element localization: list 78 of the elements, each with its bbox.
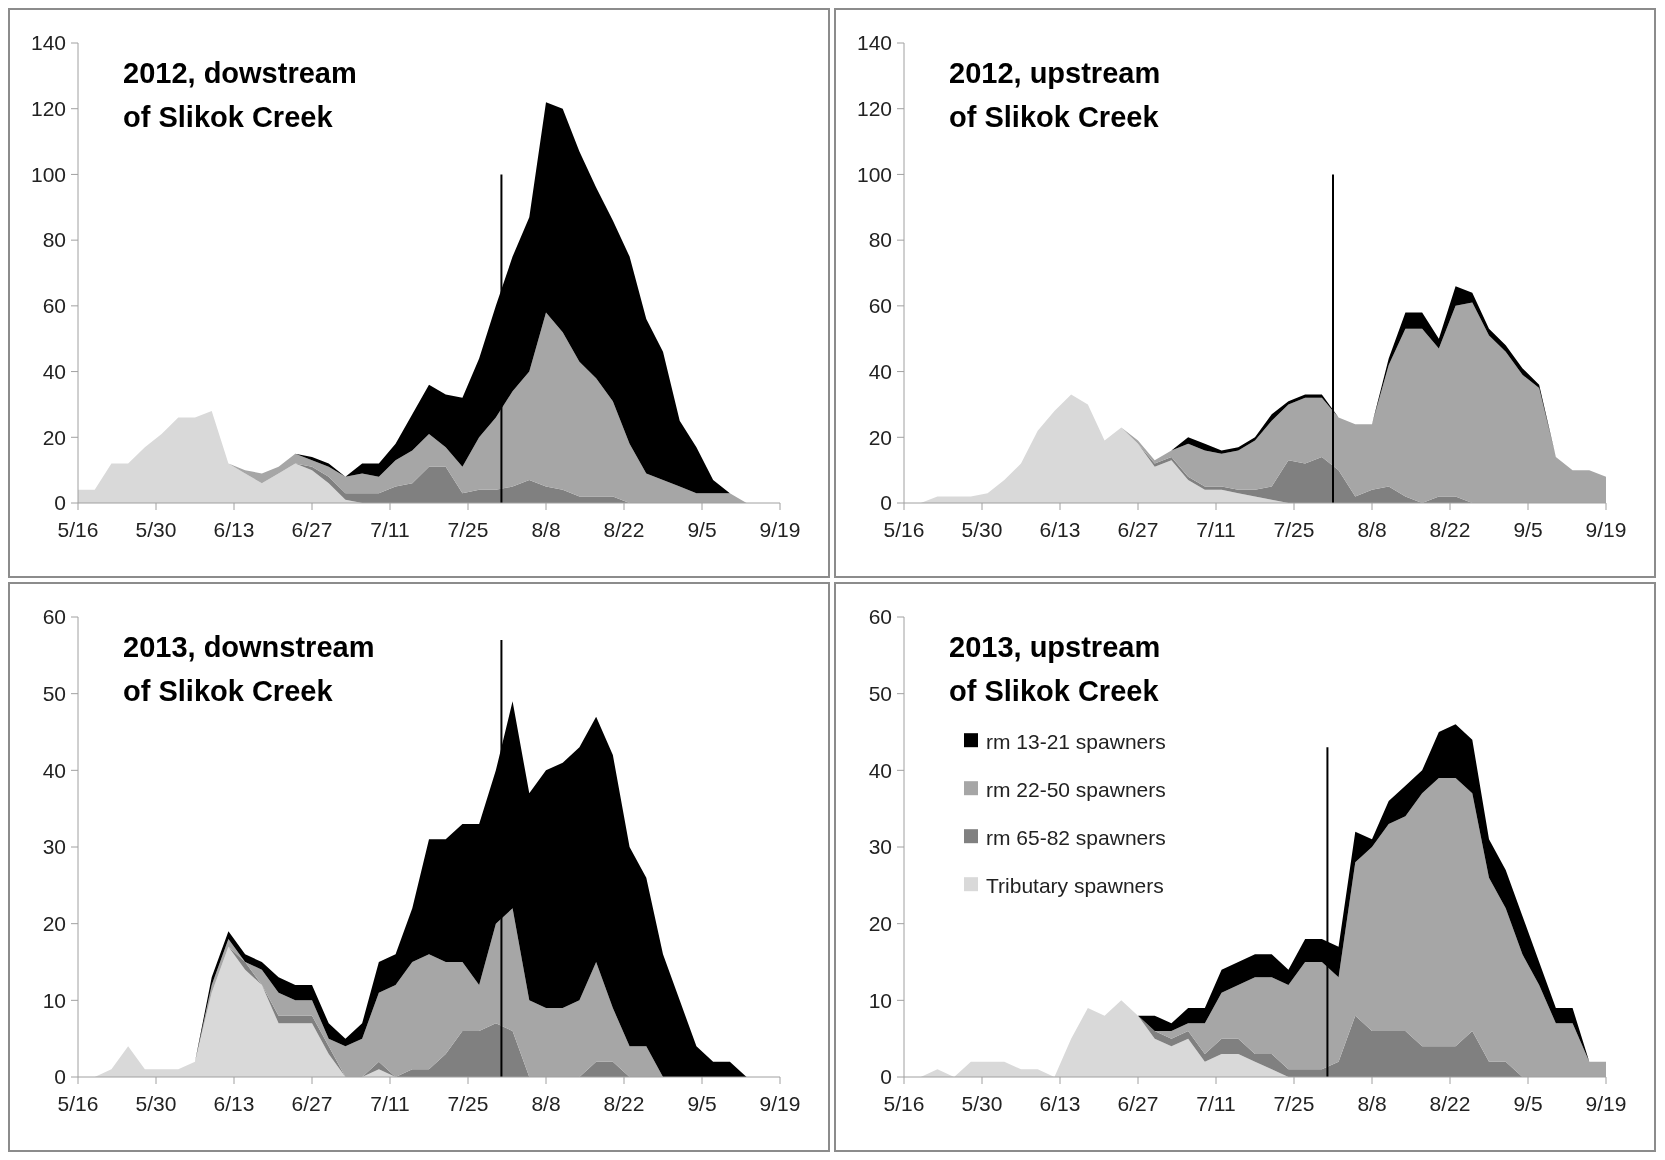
y-tick-label: 80 bbox=[868, 228, 892, 252]
text: 2013, upstream of Slikok Creek bbox=[949, 631, 1161, 707]
x-tick-label: 9/19 bbox=[1585, 518, 1627, 541]
y-tick-label: 30 bbox=[868, 835, 892, 859]
y-tick-label: 10 bbox=[42, 988, 66, 1012]
y-tick-label: 0 bbox=[880, 491, 892, 515]
x-tick-label: 8/22 bbox=[603, 518, 645, 541]
x-tick-label: 7/25 bbox=[447, 518, 489, 541]
y-tick-label: 100 bbox=[30, 162, 66, 186]
y-tick-label: 140 bbox=[856, 31, 892, 55]
y-tick-label: 30 bbox=[42, 835, 66, 859]
x-tick-label: 8/8 bbox=[1357, 518, 1387, 541]
x-tick-label: 5/30 bbox=[135, 1092, 177, 1115]
y-tick-label: 20 bbox=[42, 425, 66, 449]
text: 2012, upstream of Slikok Creek bbox=[949, 57, 1161, 133]
y-tick-label: 20 bbox=[42, 912, 66, 936]
y-tick-label: 20 bbox=[868, 425, 892, 449]
x-tick-label: 7/11 bbox=[370, 518, 410, 541]
x-tick-label: 9/19 bbox=[1585, 1092, 1627, 1115]
x-tick-label: 5/16 bbox=[57, 1092, 99, 1115]
y-tick-label: 40 bbox=[42, 758, 66, 782]
y-tick-label: 60 bbox=[868, 605, 892, 629]
y-tick-label: 0 bbox=[54, 491, 66, 515]
x-tick-label: 8/8 bbox=[531, 518, 561, 541]
x-tick-label: 6/27 bbox=[1117, 1092, 1159, 1115]
x-tick-label: 6/27 bbox=[291, 1092, 333, 1115]
x-tick-label: 5/16 bbox=[883, 1092, 925, 1115]
x-tick-label: 6/27 bbox=[1117, 518, 1159, 541]
y-tick-label: 60 bbox=[42, 294, 66, 318]
y-tick-label: 140 bbox=[30, 31, 66, 55]
x-tick-label: 9/5 bbox=[1513, 1092, 1543, 1115]
y-tick-label: 40 bbox=[42, 359, 66, 383]
y-tick-label: 50 bbox=[868, 682, 892, 706]
y-tick-label: 60 bbox=[42, 605, 66, 629]
x-tick-label: 7/25 bbox=[1273, 518, 1315, 541]
y-tick-label: 120 bbox=[30, 97, 66, 121]
y-tick-label: 100 bbox=[856, 162, 892, 186]
x-tick-label: 9/5 bbox=[1513, 518, 1543, 541]
text: 2013, downstream of Slikok Creek bbox=[123, 631, 375, 707]
y-tick-label: 0 bbox=[54, 1065, 66, 1089]
legend-label: rm 22-50 spawners bbox=[986, 777, 1166, 801]
legend-label: rm 13-21 spawners bbox=[986, 729, 1166, 753]
y-tick-label: 60 bbox=[868, 294, 892, 318]
x-tick-label: 9/19 bbox=[759, 518, 801, 541]
x-tick-label: 6/13 bbox=[1039, 1092, 1081, 1115]
y-tick-label: 20 bbox=[868, 912, 892, 936]
y-tick-label: 40 bbox=[868, 758, 892, 782]
text: 2012, dowstream of Slikok Creek bbox=[123, 57, 357, 133]
y-tick-label: 50 bbox=[42, 682, 66, 706]
legend-label: rm 65-82 spawners bbox=[986, 825, 1166, 849]
x-tick-label: 8/22 bbox=[1429, 1092, 1471, 1115]
x-tick-label: 7/25 bbox=[1273, 1092, 1315, 1115]
x-tick-label: 9/5 bbox=[687, 1092, 717, 1115]
y-tick-label: 0 bbox=[880, 1065, 892, 1089]
y-tick-label: 40 bbox=[868, 359, 892, 383]
x-tick-label: 8/8 bbox=[1357, 1092, 1387, 1115]
x-tick-label: 5/30 bbox=[961, 1092, 1003, 1115]
x-tick-label: 6/13 bbox=[1039, 518, 1081, 541]
x-tick-label: 7/11 bbox=[370, 1092, 410, 1115]
y-tick-label: 10 bbox=[868, 988, 892, 1012]
x-tick-label: 8/22 bbox=[1429, 518, 1471, 541]
y-tick-label: 80 bbox=[42, 228, 66, 252]
x-tick-label: 5/16 bbox=[883, 518, 925, 541]
x-tick-label: 8/22 bbox=[603, 1092, 645, 1115]
x-tick-label: 7/11 bbox=[1196, 518, 1236, 541]
x-tick-label: 9/19 bbox=[759, 1092, 801, 1115]
x-tick-label: 9/5 bbox=[687, 518, 717, 541]
x-tick-label: 7/11 bbox=[1196, 1092, 1236, 1115]
x-tick-label: 6/13 bbox=[213, 1092, 255, 1115]
x-tick-label: 6/27 bbox=[291, 518, 333, 541]
x-tick-label: 5/30 bbox=[135, 518, 177, 541]
x-tick-label: 7/25 bbox=[447, 1092, 489, 1115]
x-tick-label: 5/30 bbox=[961, 518, 1003, 541]
x-tick-label: 5/16 bbox=[57, 518, 99, 541]
x-tick-label: 8/8 bbox=[531, 1092, 561, 1115]
y-tick-label: 120 bbox=[856, 97, 892, 121]
legend-label: Tributary spawners bbox=[986, 873, 1164, 897]
x-tick-label: 6/13 bbox=[213, 518, 255, 541]
